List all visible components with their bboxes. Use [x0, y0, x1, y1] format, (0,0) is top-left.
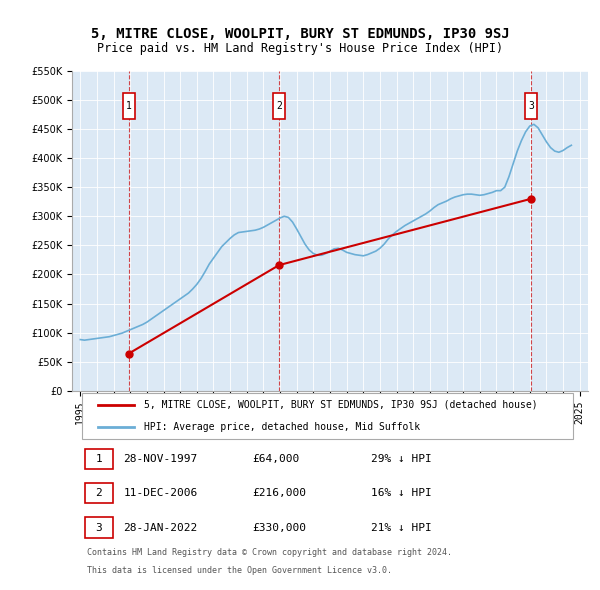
Text: 2: 2 — [276, 101, 282, 111]
Text: 3: 3 — [528, 101, 534, 111]
Point — [124, 349, 134, 358]
Text: 2: 2 — [95, 489, 102, 499]
FancyBboxPatch shape — [85, 483, 113, 503]
Text: £330,000: £330,000 — [253, 523, 307, 533]
Text: 29% ↓ HPI: 29% ↓ HPI — [371, 454, 432, 464]
FancyBboxPatch shape — [82, 394, 572, 438]
Text: £64,000: £64,000 — [253, 454, 300, 464]
FancyBboxPatch shape — [273, 93, 285, 119]
FancyBboxPatch shape — [525, 93, 537, 119]
Text: This data is licensed under the Open Government Licence v3.0.: This data is licensed under the Open Gov… — [88, 566, 392, 575]
Text: £216,000: £216,000 — [253, 489, 307, 499]
Text: Contains HM Land Registry data © Crown copyright and database right 2024.: Contains HM Land Registry data © Crown c… — [88, 548, 452, 557]
Text: 16% ↓ HPI: 16% ↓ HPI — [371, 489, 432, 499]
Text: HPI: Average price, detached house, Mid Suffolk: HPI: Average price, detached house, Mid … — [144, 422, 421, 432]
Text: 11-DEC-2006: 11-DEC-2006 — [124, 489, 198, 499]
Text: 1: 1 — [95, 454, 102, 464]
FancyBboxPatch shape — [123, 93, 134, 119]
Text: 28-NOV-1997: 28-NOV-1997 — [124, 454, 198, 464]
Point — [526, 194, 536, 204]
Text: 1: 1 — [126, 101, 131, 111]
Text: 5, MITRE CLOSE, WOOLPIT, BURY ST EDMUNDS, IP30 9SJ (detached house): 5, MITRE CLOSE, WOOLPIT, BURY ST EDMUNDS… — [144, 400, 538, 410]
Point — [274, 260, 284, 270]
Text: Price paid vs. HM Land Registry's House Price Index (HPI): Price paid vs. HM Land Registry's House … — [97, 42, 503, 55]
Text: 5, MITRE CLOSE, WOOLPIT, BURY ST EDMUNDS, IP30 9SJ: 5, MITRE CLOSE, WOOLPIT, BURY ST EDMUNDS… — [91, 27, 509, 41]
Text: 3: 3 — [95, 523, 102, 533]
FancyBboxPatch shape — [85, 449, 113, 469]
Text: 21% ↓ HPI: 21% ↓ HPI — [371, 523, 432, 533]
Text: 28-JAN-2022: 28-JAN-2022 — [124, 523, 198, 533]
FancyBboxPatch shape — [85, 517, 113, 537]
